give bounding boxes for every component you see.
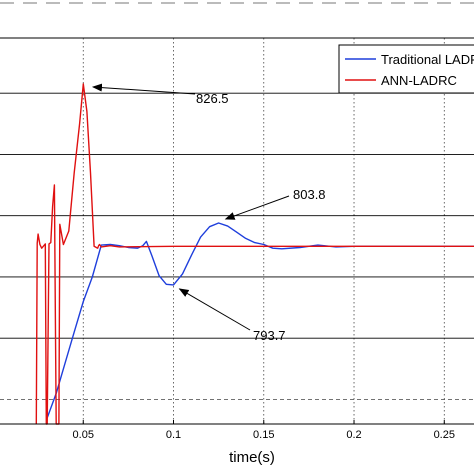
plot-area: 826.5 803.8 793.7 <box>0 37 474 425</box>
x-tick-label: 0.15 <box>253 429 274 441</box>
series-line-ann-ladrc <box>35 83 474 425</box>
plot-frame <box>0 37 474 425</box>
x-tick-label: 0.05 <box>73 429 94 441</box>
series-line-traditional-ladrc <box>46 222 474 419</box>
annotation-label: 826.5 <box>196 91 229 106</box>
x-axis-ticks: 0.05 0.1 0.15 0.2 0.25 <box>73 420 455 441</box>
legend-label-traditional-ladrc: Traditional LADRC <box>381 52 474 67</box>
x-tick-label: 0.2 <box>346 429 361 441</box>
legend-box <box>338 44 474 94</box>
legend-label-ann-ladrc: ANN-LADRC <box>381 73 457 88</box>
annotation-layer: 826.5 803.8 793.7 <box>91 83 326 343</box>
annotation-arrow <box>224 195 290 220</box>
legend: Traditional LADRC ANN-LADRC <box>338 44 474 94</box>
x-axis-title: time(s) <box>229 449 275 466</box>
annotation-label: 793.7 <box>253 328 286 343</box>
x-tick-label: 0.1 <box>166 429 181 441</box>
annotation-arrow <box>178 288 251 331</box>
annotation-label: 803.8 <box>293 187 326 202</box>
series-layer <box>35 83 474 425</box>
x-tick-label: 0.25 <box>434 429 455 441</box>
annotation-arrow <box>91 83 196 95</box>
plot-background <box>0 38 474 424</box>
